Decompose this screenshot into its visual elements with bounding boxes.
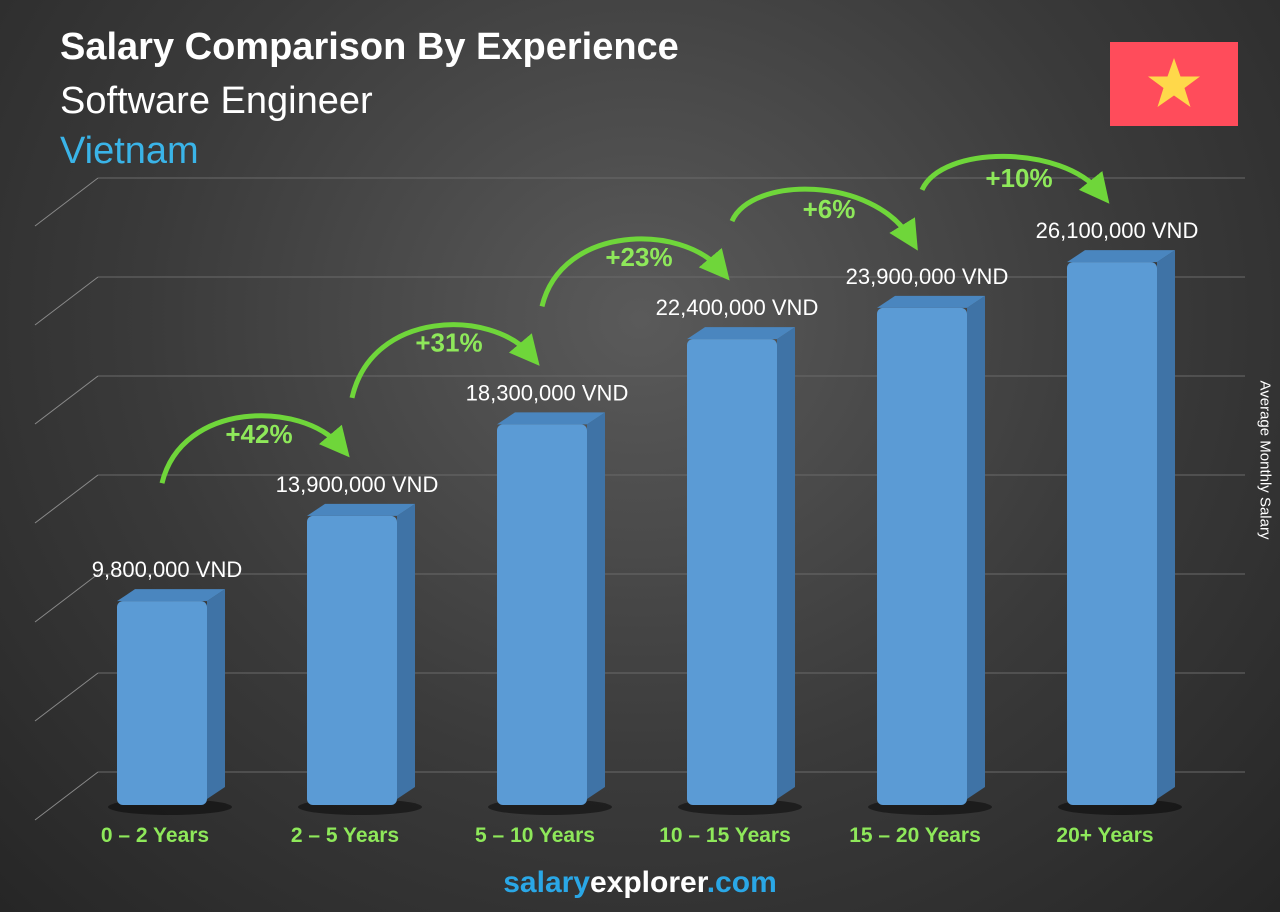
bar-side [777, 327, 795, 799]
category-label: 2 – 5 Years [291, 824, 399, 847]
bar [1067, 262, 1157, 805]
bar-top [1067, 250, 1175, 263]
gridline-perspective [34, 474, 99, 524]
bar-side [587, 412, 605, 799]
value-label: 23,900,000 VND [846, 264, 1009, 289]
change-arrow [349, 322, 540, 399]
bar [877, 307, 967, 805]
bar-top [877, 295, 985, 308]
percent-change-label: +23% [605, 242, 672, 272]
gridline-perspective [34, 177, 99, 227]
category-label: 20+ Years [1056, 824, 1153, 847]
percent-change-label: +31% [415, 327, 482, 357]
bar-top [497, 412, 605, 425]
value-label: 18,300,000 VND [466, 380, 629, 405]
percent-change-label: +42% [225, 419, 292, 449]
bar-side [967, 295, 985, 799]
category-label: 5 – 10 Years [475, 824, 595, 847]
change-arrow [729, 186, 918, 251]
percent-change-label: +6% [803, 194, 856, 224]
job-title: Software Engineer [60, 80, 373, 122]
category-label: 10 – 15 Years [659, 824, 791, 847]
logo-part: .com [706, 866, 777, 899]
chart-title: Salary Comparison By Experience [60, 26, 679, 68]
bar-top [307, 503, 415, 516]
bar [687, 339, 777, 805]
gridline-perspective [34, 672, 99, 722]
bar-top [687, 327, 795, 340]
bar-side [397, 503, 415, 799]
bar-side [207, 589, 225, 799]
gridline-perspective [34, 771, 99, 821]
logo-part: explorer [589, 866, 707, 899]
logo-part: salary [503, 866, 590, 899]
site-logo[interactable]: salaryexplorer.com [0, 866, 1280, 900]
bar [117, 601, 207, 805]
star-icon [1148, 58, 1200, 107]
y-axis-label: Average Monthly Salary [1256, 380, 1274, 540]
percent-change-label: +10% [985, 163, 1052, 193]
gridline-perspective [34, 375, 99, 425]
value-label: 22,400,000 VND [656, 295, 819, 320]
bar-side [1157, 250, 1175, 799]
value-label: 9,800,000 VND [92, 557, 242, 582]
vietnam-flag-icon [1110, 42, 1238, 126]
bar [307, 515, 397, 805]
category-label: 0 – 2 Years [101, 824, 209, 847]
bar [497, 424, 587, 805]
gridline-perspective [34, 573, 99, 623]
country-name: Vietnam [60, 130, 199, 172]
change-arrow [539, 236, 730, 307]
value-label: 13,900,000 VND [276, 472, 439, 497]
bar-top [117, 589, 225, 602]
category-label: 15 – 20 Years [849, 824, 981, 847]
gridline-perspective [34, 276, 99, 326]
change-arrow [159, 413, 350, 484]
change-arrow [919, 153, 1110, 204]
value-label: 26,100,000 VND [1036, 218, 1199, 243]
